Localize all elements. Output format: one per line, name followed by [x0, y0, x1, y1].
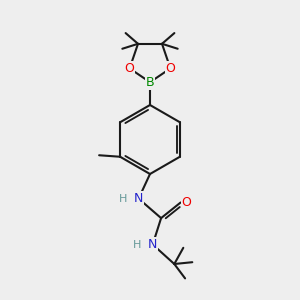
- Text: O: O: [125, 62, 134, 75]
- Text: H: H: [133, 240, 141, 250]
- Text: N: N: [134, 192, 143, 205]
- Text: O: O: [182, 196, 191, 209]
- Text: N: N: [148, 238, 158, 251]
- Text: B: B: [146, 76, 154, 89]
- Text: O: O: [166, 62, 175, 75]
- Text: H: H: [119, 194, 127, 204]
